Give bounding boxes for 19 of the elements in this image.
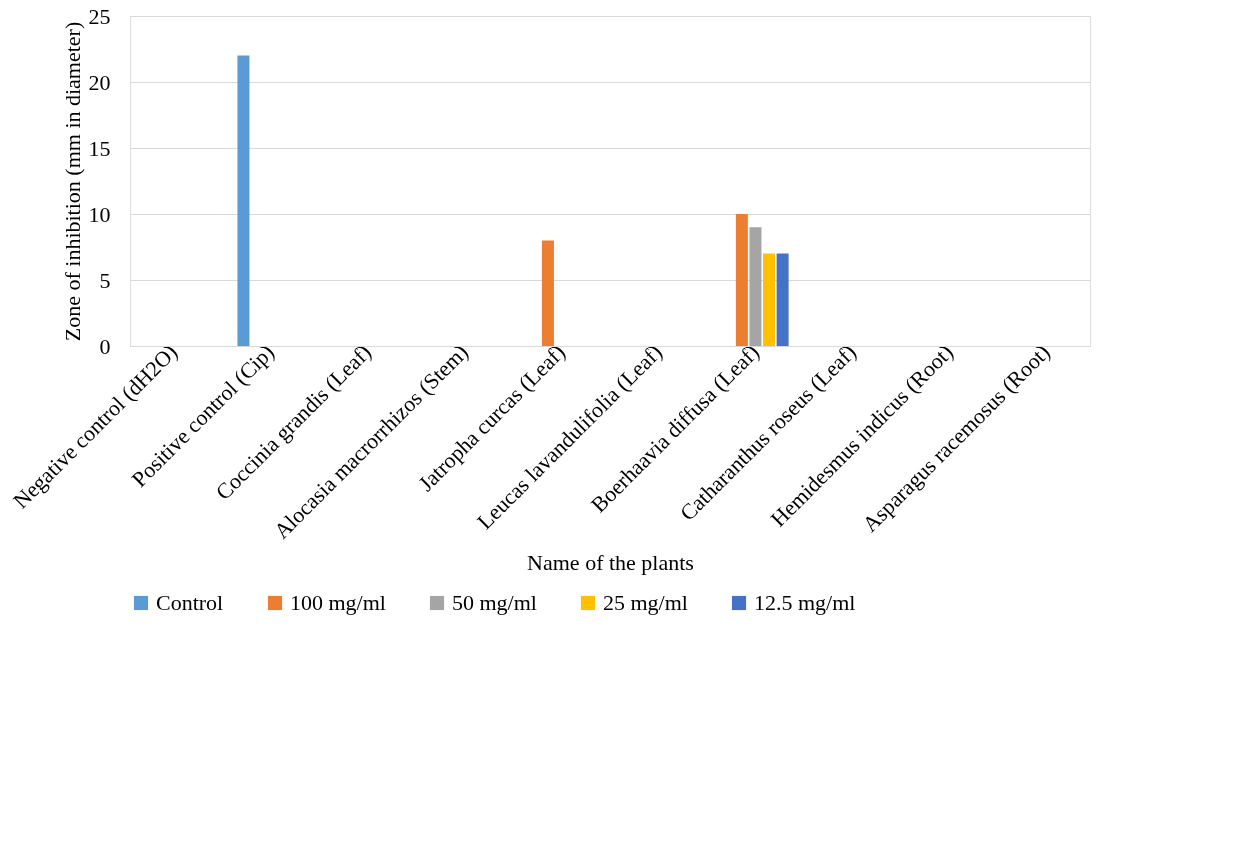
- bar: [763, 253, 776, 346]
- bar: [749, 227, 762, 346]
- bar: [735, 214, 748, 346]
- legend-label: 25 mg/ml: [603, 590, 688, 615]
- y-tick-label: 20: [88, 69, 111, 95]
- y-tick-label: 15: [88, 135, 111, 161]
- y-tick-label: 10: [88, 201, 111, 227]
- x-axis-title: Name of the plants: [527, 549, 694, 575]
- bar: [541, 240, 554, 346]
- legend-label: 12.5 mg/ml: [754, 590, 856, 615]
- bar: [237, 55, 250, 346]
- y-tick-label: 0: [99, 333, 111, 359]
- y-tick-label: 5: [99, 267, 111, 293]
- y-tick-label: 25: [88, 3, 111, 29]
- legend-label: 50 mg/ml: [452, 590, 537, 615]
- legend-label: Control: [156, 590, 224, 615]
- y-axis-title: Zone of inhibition (mm in diameter): [59, 21, 85, 342]
- bar: [776, 253, 789, 346]
- legend-label: 100 mg/ml: [290, 590, 386, 615]
